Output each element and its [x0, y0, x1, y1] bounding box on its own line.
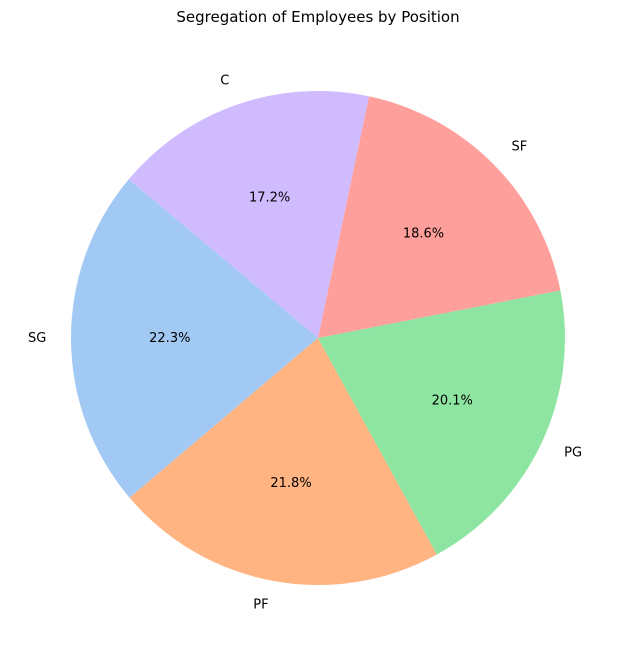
slice-percent-pf: 21.8% — [270, 476, 311, 491]
pie-slice-c — [128, 91, 370, 338]
pie-slice-pf — [129, 338, 437, 585]
slice-label-pf: PF — [253, 598, 268, 613]
pie-slice-pg — [318, 290, 565, 555]
slice-percent-c: 17.2% — [249, 190, 290, 205]
slice-label-sf: SF — [511, 140, 527, 155]
slice-percent-sf: 18.6% — [403, 226, 444, 241]
pie-slice-sg — [71, 179, 318, 498]
slice-label-c: C — [220, 74, 229, 89]
slice-percent-sg: 22.3% — [149, 331, 190, 346]
pie-slices — [71, 91, 565, 585]
slice-label-pg: PG — [564, 446, 582, 461]
slice-label-sg: SG — [28, 331, 46, 346]
pie-slice-sf — [318, 96, 561, 338]
chart-title: Segregation of Employees by Position — [176, 8, 459, 26]
slice-percent-pg: 20.1% — [432, 393, 473, 408]
pie-labels: SG 22.3% PF 21.8% PG 20.1% SF 18.6% C 17.2% — [28, 74, 582, 613]
